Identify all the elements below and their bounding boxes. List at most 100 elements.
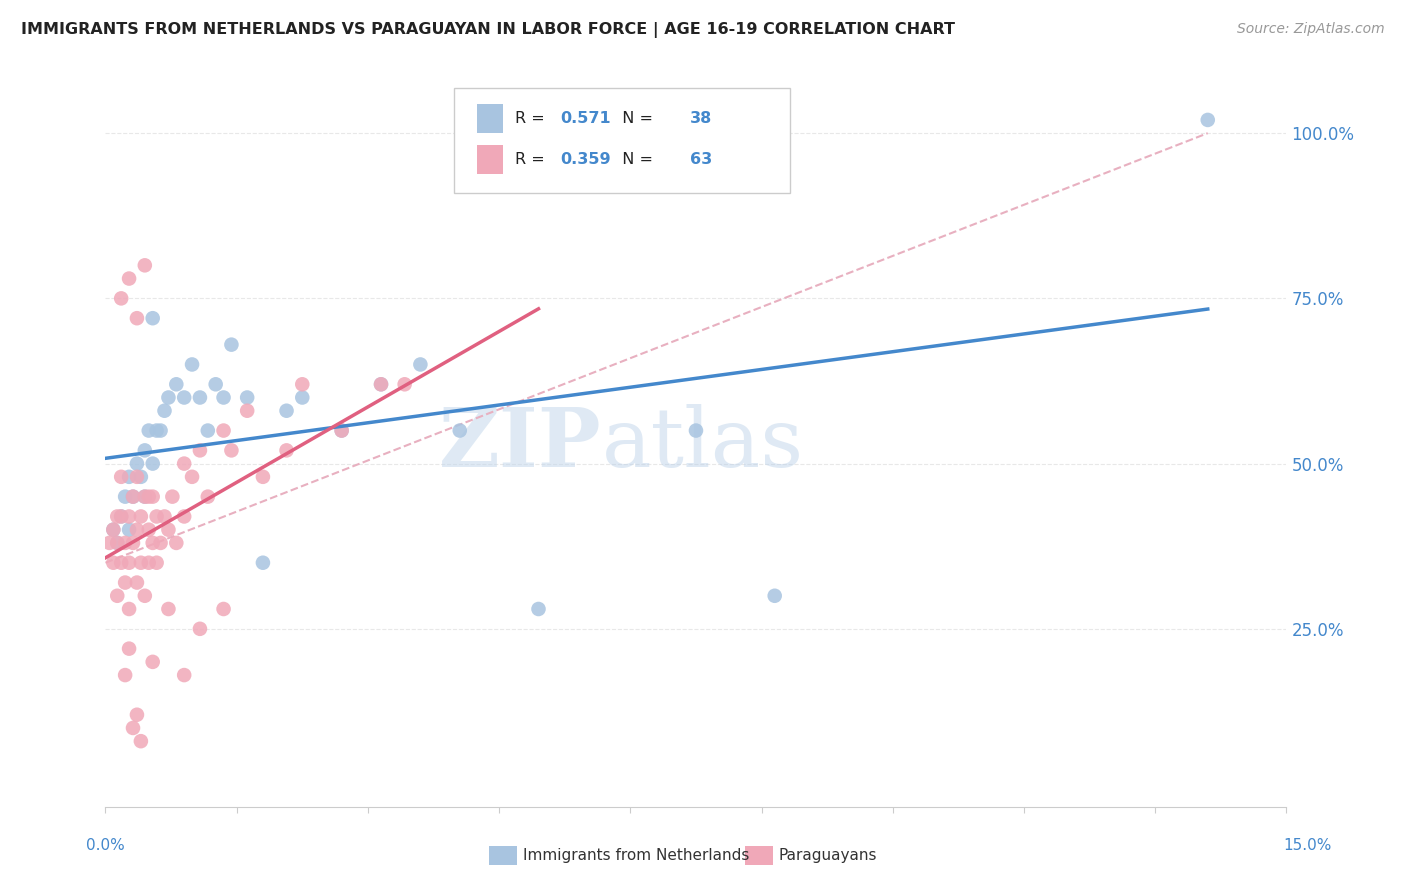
Point <box>105 589 128 603</box>
Point <box>114 575 136 590</box>
Point <box>129 734 152 748</box>
Text: Source: ZipAtlas.com: Source: ZipAtlas.com <box>1237 22 1385 37</box>
Point <box>173 668 195 682</box>
Point <box>188 622 211 636</box>
Point <box>236 391 259 405</box>
Text: 63: 63 <box>690 152 713 167</box>
Point <box>162 490 184 504</box>
Point <box>181 358 204 372</box>
Point <box>103 523 125 537</box>
Text: 15.0%: 15.0% <box>1284 838 1331 854</box>
Text: 38: 38 <box>690 111 713 126</box>
Point <box>153 403 176 417</box>
Point <box>118 641 141 656</box>
Text: 0.0%: 0.0% <box>86 838 125 854</box>
Text: 0.571: 0.571 <box>560 111 610 126</box>
Point <box>138 556 160 570</box>
Point <box>763 589 786 603</box>
Point <box>122 721 145 735</box>
Point <box>685 424 707 438</box>
Point <box>122 490 145 504</box>
Point <box>236 403 259 417</box>
Point <box>145 509 167 524</box>
Point <box>142 311 165 326</box>
Point <box>134 443 156 458</box>
Point <box>129 470 152 484</box>
Point <box>125 707 148 722</box>
Text: atlas: atlas <box>602 404 804 483</box>
Point <box>110 509 132 524</box>
Point <box>276 403 298 417</box>
Point <box>114 536 136 550</box>
Point <box>173 391 195 405</box>
Point <box>188 443 211 458</box>
Point <box>370 377 392 392</box>
Point <box>125 457 148 471</box>
Point <box>125 470 148 484</box>
Point <box>118 556 141 570</box>
Point <box>276 443 298 458</box>
Text: N =: N = <box>612 111 658 126</box>
Point <box>212 424 235 438</box>
Point <box>188 391 211 405</box>
Point <box>142 490 165 504</box>
Point <box>103 556 125 570</box>
Point <box>370 377 392 392</box>
Point <box>142 457 165 471</box>
Point <box>157 523 180 537</box>
Point <box>149 536 172 550</box>
Point <box>118 602 141 616</box>
Text: N =: N = <box>612 152 658 167</box>
Point <box>181 470 204 484</box>
Point <box>173 509 195 524</box>
Point <box>110 470 132 484</box>
Point <box>291 377 314 392</box>
Point <box>153 509 176 524</box>
Point <box>138 523 160 537</box>
Bar <box>478 145 503 174</box>
Point <box>165 377 187 392</box>
Point <box>125 523 148 537</box>
Point <box>134 490 156 504</box>
Point <box>110 509 132 524</box>
Point <box>145 556 167 570</box>
Point <box>125 311 148 326</box>
Point <box>142 655 165 669</box>
Text: IMMIGRANTS FROM NETHERLANDS VS PARAGUAYAN IN LABOR FORCE | AGE 16-19 CORRELATION: IMMIGRANTS FROM NETHERLANDS VS PARAGUAYA… <box>21 22 955 38</box>
Point <box>142 536 165 550</box>
Point <box>252 470 274 484</box>
Point <box>212 391 235 405</box>
Point <box>114 668 136 682</box>
Point <box>118 271 141 285</box>
FancyBboxPatch shape <box>454 87 790 193</box>
Point <box>118 470 141 484</box>
Point <box>105 536 128 550</box>
Point <box>118 509 141 524</box>
Point <box>157 391 180 405</box>
Point <box>138 490 160 504</box>
Point <box>204 377 226 392</box>
Point <box>197 424 219 438</box>
Text: R =: R = <box>515 152 550 167</box>
Point <box>173 457 195 471</box>
Point <box>125 575 148 590</box>
Point <box>221 337 243 351</box>
Point <box>134 589 156 603</box>
Point <box>118 523 141 537</box>
Text: ZIP: ZIP <box>439 404 602 483</box>
Point <box>129 509 152 524</box>
Point <box>105 536 128 550</box>
Point <box>110 556 132 570</box>
Point <box>449 424 471 438</box>
Point <box>129 556 152 570</box>
Point <box>527 602 550 616</box>
Point <box>221 443 243 458</box>
Point <box>1197 112 1219 127</box>
Point <box>212 602 235 616</box>
Text: 0.359: 0.359 <box>560 152 610 167</box>
Point <box>291 391 314 405</box>
Point <box>409 358 432 372</box>
Point <box>122 536 145 550</box>
Point <box>138 424 160 438</box>
Point <box>197 490 219 504</box>
